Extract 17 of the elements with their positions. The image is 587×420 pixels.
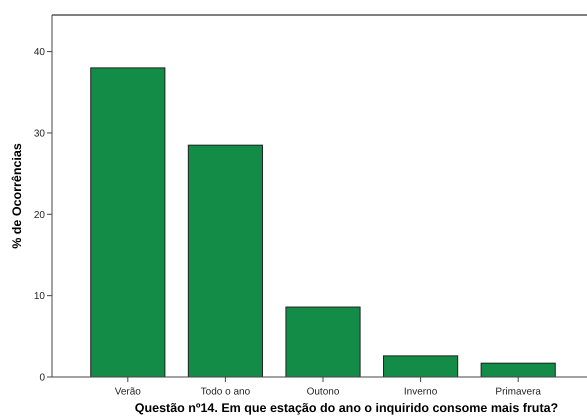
bar [383, 355, 458, 378]
y-tick-label: 10 [34, 291, 46, 302]
y-tick-label: 40 [34, 47, 46, 58]
x-tick-label: Inverno [404, 386, 438, 398]
x-tick-label: Primavera [495, 386, 542, 398]
y-tick-label: 20 [34, 210, 46, 221]
y-axis-title: % de Ocorrências [10, 143, 24, 249]
x-tick-label: Todo o ano [200, 386, 251, 398]
x-axis-title: Questão nº14. Em que estação do ano o inquirido consome mais fruta? [134, 401, 558, 415]
bar [188, 144, 263, 378]
x-tick-label: Verão [114, 386, 142, 398]
x-tick-label: Outono [306, 386, 340, 398]
bar [480, 362, 556, 378]
bar [285, 306, 361, 378]
y-tick-label: 30 [34, 128, 46, 140]
bar [90, 67, 166, 378]
y-tick-label: 0 [39, 372, 46, 384]
